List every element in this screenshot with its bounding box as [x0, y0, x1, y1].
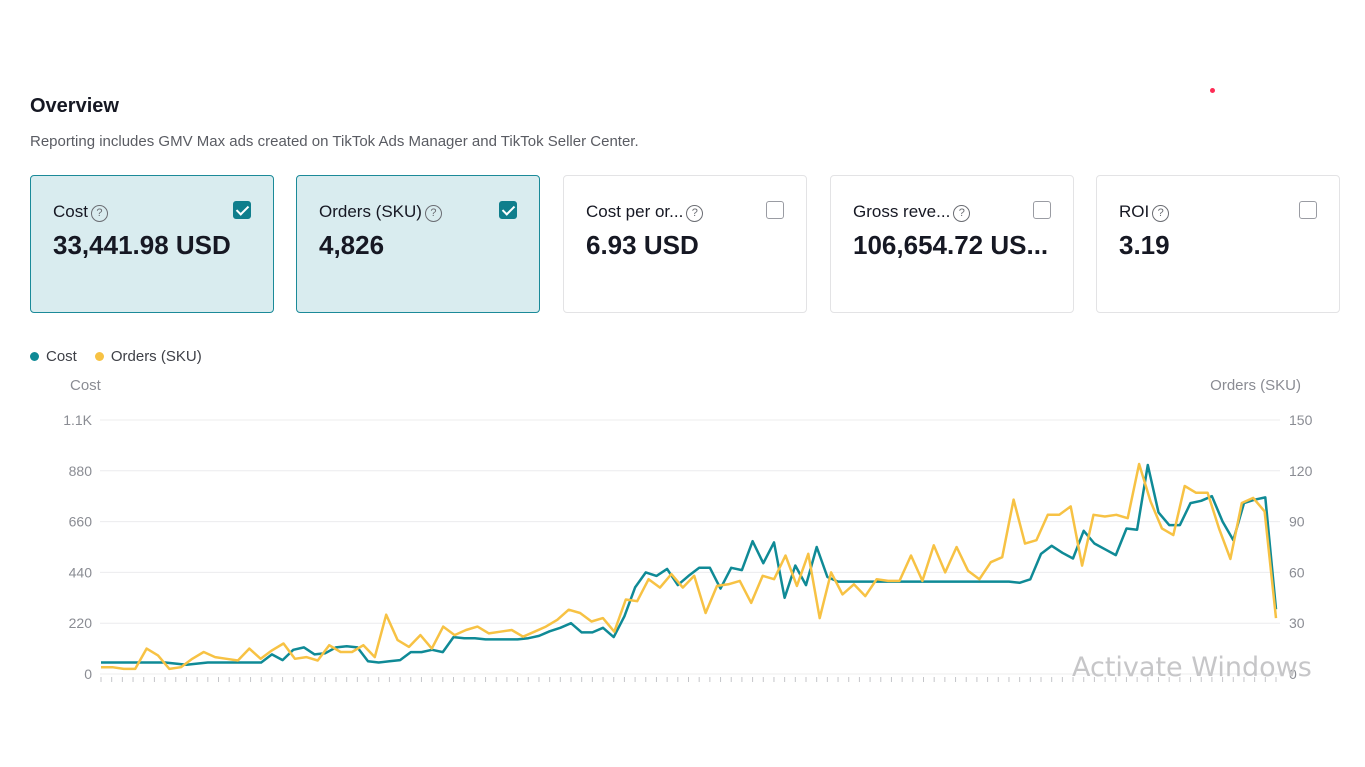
metric-card-4[interactable]: ROI? 3.19	[1096, 175, 1340, 313]
metric-checkbox[interactable]	[1033, 201, 1051, 219]
legend-item-orders[interactable]: Orders (SKU)	[94, 348, 202, 365]
metric-label: Orders (SKU)?	[319, 202, 442, 222]
metric-card-3[interactable]: Gross reve...? 106,654.72 US...	[830, 175, 1074, 313]
metric-label: Cost?	[53, 202, 108, 222]
left-tick-label: 660	[69, 514, 93, 530]
metric-value: 106,654.72 US...	[853, 230, 1049, 260]
right-tick-label: 120	[1289, 463, 1313, 479]
help-icon[interactable]: ?	[90, 205, 108, 222]
metric-checkbox[interactable]	[766, 201, 784, 219]
right-tick-label: 0	[1289, 666, 1297, 682]
series-line-cost	[101, 463, 1278, 667]
help-icon[interactable]: ?	[953, 205, 971, 222]
left-tick-label: 220	[69, 615, 93, 631]
metric-value: 6.93 USD	[586, 230, 699, 260]
metric-card-2[interactable]: Cost per or...? 6.93 USD	[563, 175, 807, 313]
notification-dot	[1210, 88, 1215, 93]
legend-item-cost[interactable]: Cost	[30, 348, 77, 365]
metric-label-text: Gross reve...	[853, 202, 951, 221]
help-icon[interactable]: ?	[686, 205, 704, 222]
right-tick-label: 30	[1289, 615, 1305, 631]
metric-value: 4,826	[319, 230, 385, 260]
left-tick-label: 1.1K	[63, 412, 92, 428]
metric-label-text: Cost per or...	[586, 202, 684, 221]
metric-checkbox[interactable]	[499, 201, 517, 219]
left-axis-title: Cost	[70, 377, 101, 394]
left-tick-label: 880	[69, 463, 93, 479]
chart-legend: Cost Orders (SKU)	[30, 348, 202, 365]
legend-dot-orders	[94, 352, 104, 361]
metric-label-text: Cost	[53, 202, 88, 221]
legend-label-orders: Orders (SKU)	[110, 348, 202, 365]
metric-label-text: ROI	[1119, 202, 1150, 221]
metric-checkbox[interactable]	[233, 201, 251, 219]
help-icon[interactable]: ?	[424, 205, 442, 222]
line-chart: 0 0 220 30 440 60 660 90 880 120 1.1K 150	[63, 412, 1313, 682]
metric-value: 3.19	[1119, 230, 1170, 260]
left-tick-label: 440	[69, 564, 93, 580]
help-icon[interactable]: ?	[1152, 205, 1170, 222]
metric-card-0[interactable]: Cost? 33,441.98 USD	[30, 175, 274, 313]
metric-label-text: Orders (SKU)	[319, 202, 422, 221]
right-tick-label: 60	[1289, 564, 1305, 580]
metric-card-1[interactable]: Orders (SKU)? 4,826	[296, 175, 540, 313]
metric-label: Gross reve...?	[853, 202, 971, 222]
right-axis-title: Orders (SKU)	[1210, 377, 1301, 394]
metric-label: ROI?	[1119, 202, 1170, 222]
page-title: Overview	[30, 95, 119, 117]
metric-checkbox[interactable]	[1299, 201, 1317, 219]
metric-value: 33,441.98 USD	[53, 230, 231, 260]
left-tick-label: 0	[84, 666, 92, 682]
right-tick-label: 150	[1289, 412, 1313, 428]
activate-windows-watermark: Activate Windows	[1072, 652, 1312, 683]
page-subtitle: Reporting includes GMV Max ads created o…	[30, 133, 639, 150]
legend-dot-cost	[30, 352, 39, 361]
series-line-orders-sku	[101, 462, 1278, 671]
right-tick-label: 90	[1289, 514, 1305, 530]
legend-label-cost: Cost	[46, 348, 77, 365]
metric-label: Cost per or...?	[586, 202, 704, 222]
